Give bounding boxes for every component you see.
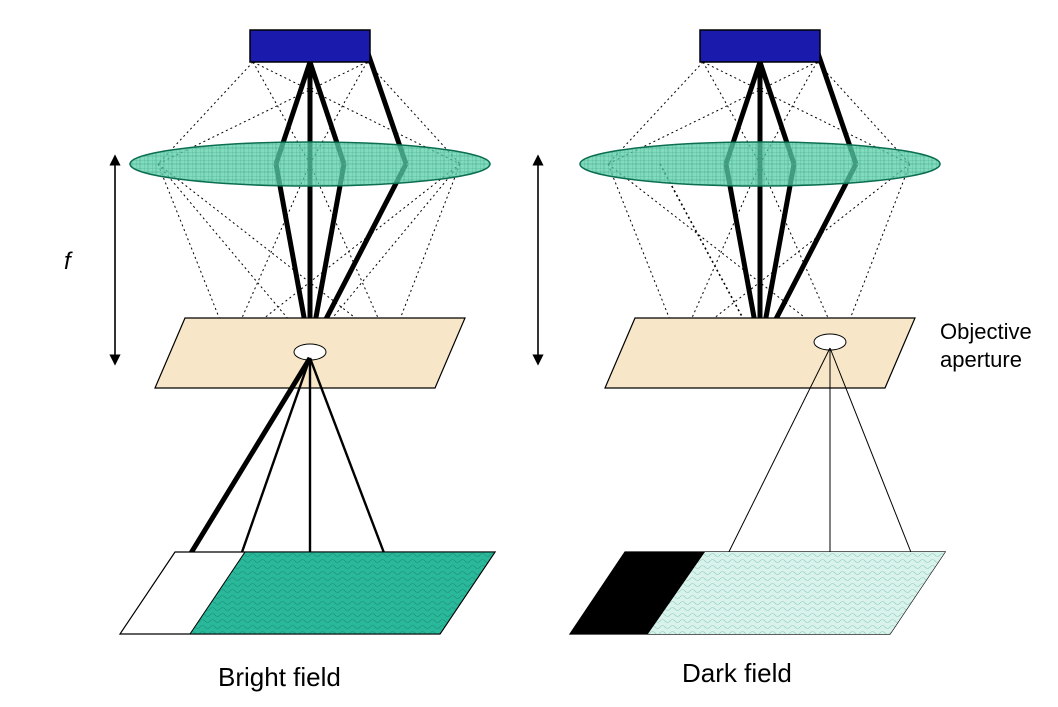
optics-diagram-svg xyxy=(0,0,1058,707)
dark-objective-lens xyxy=(580,142,940,186)
bright-field-diagram xyxy=(120,30,495,634)
objective-aperture-label-line1: Objective xyxy=(940,318,1032,346)
dark-image-plane xyxy=(570,552,945,634)
bright-aperture-hole xyxy=(294,344,326,360)
dark-thick-rays xyxy=(726,30,856,350)
dark-field-diagram xyxy=(570,30,945,634)
focal-length-label: f xyxy=(64,248,71,276)
bright-image-plane xyxy=(120,552,495,634)
bright-thick-rays xyxy=(276,30,406,350)
dark-source xyxy=(700,30,820,62)
objective-aperture-label-line2: aperture xyxy=(940,346,1032,374)
objective-aperture-label: Objective aperture xyxy=(940,318,1032,373)
dark-aperture-plane xyxy=(605,318,915,388)
bright-field-caption: Bright field xyxy=(218,662,341,693)
diagram-canvas: f Objective aperture Bright field Dark f… xyxy=(0,0,1058,707)
dark-aperture-hole xyxy=(814,334,846,350)
bright-objective-lens xyxy=(130,142,490,186)
bright-source xyxy=(250,30,370,62)
dark-field-caption: Dark field xyxy=(682,658,792,689)
